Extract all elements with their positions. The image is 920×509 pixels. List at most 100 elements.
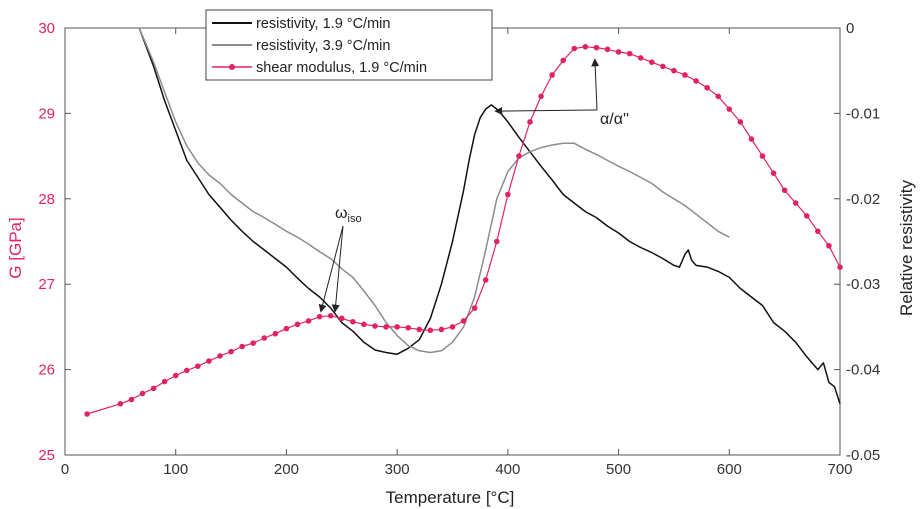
left-tick-label: 25 [38, 447, 55, 464]
right-tick-label: -0.02 [846, 191, 880, 208]
series-point [338, 315, 345, 322]
series-point [604, 46, 611, 53]
series-point [305, 318, 312, 324]
series-point [671, 67, 677, 74]
series-point [161, 378, 168, 385]
left-tick-label: 30 [38, 20, 55, 37]
x-tick-label: 700 [827, 461, 852, 478]
series-point [383, 324, 389, 330]
series-point [571, 45, 578, 52]
annotations: α/α'' ωiso [318, 58, 629, 313]
series-point [394, 324, 400, 330]
series-point [150, 385, 157, 392]
series-point [715, 93, 722, 100]
series-point [416, 326, 423, 333]
series-point [361, 321, 367, 328]
series-point [737, 119, 744, 125]
right-axis-label: Relative resistivity [897, 179, 916, 316]
x-tick-label: 100 [163, 461, 188, 478]
series-point [250, 340, 257, 346]
legend-label-resistivity-3-9: resistivity, 3.9 °C/min [256, 38, 390, 54]
series-point [803, 213, 810, 219]
annotation-alpha-label: α/α'' [600, 111, 629, 128]
series-point [261, 335, 268, 341]
annotation-omega-arrow-1 [318, 225, 344, 313]
right-tick-label: 0 [846, 20, 854, 37]
series-point [837, 264, 843, 270]
legend-label-resistivity-1-9: resistivity, 1.9 °C/min [256, 16, 390, 32]
series-point [427, 327, 434, 334]
series-point [726, 106, 733, 112]
x-axis-label: Temperature [°C] [386, 488, 515, 507]
series-point [549, 72, 555, 78]
x-tick-label: 600 [717, 461, 742, 478]
series-point [538, 93, 544, 100]
series-point [770, 170, 777, 176]
series-point [781, 187, 788, 194]
series-point [372, 323, 378, 329]
left-tick-label: 27 [38, 276, 55, 293]
series-point [748, 136, 755, 142]
series-point [471, 305, 478, 311]
series-point [582, 43, 589, 50]
series-point [660, 63, 666, 70]
annotation-omega-subscript: iso [348, 213, 362, 225]
series-point [239, 343, 245, 350]
right-tick-label: -0.03 [846, 276, 880, 293]
series-point [183, 367, 190, 374]
series-point [482, 277, 489, 283]
series-point [505, 191, 511, 198]
series-point [117, 400, 124, 407]
right-axis-ticks: -0.05 -0.04 -0.03 -0.02 -0.01 0 [834, 20, 880, 464]
series-point [626, 50, 633, 57]
series-point [327, 312, 334, 319]
series-point [438, 326, 445, 333]
series-point [516, 153, 522, 159]
x-tick-label: 400 [495, 461, 520, 478]
series-point [648, 59, 655, 65]
annotation-omega-arrow-2 [331, 225, 344, 313]
series-point [84, 411, 90, 417]
x-axis-ticks: 0 100 200 300 400 500 600 700 [61, 28, 853, 478]
series-point [172, 372, 179, 379]
legend-box [205, 9, 493, 81]
series-line-resistivity-1-9 [138, 27, 841, 405]
right-tick-label: -0.01 [846, 105, 880, 122]
right-tick-label: -0.05 [846, 447, 880, 464]
series-point [449, 324, 456, 330]
series-point [128, 396, 135, 403]
series-point [826, 242, 832, 249]
legend: resistivity, 1.9 °C/min resistivity, 3.9… [205, 9, 493, 81]
series-point [682, 72, 688, 78]
left-axis-label: G [GPa] [6, 217, 25, 278]
series-line-resistivity-3-9 [138, 27, 730, 354]
series-point [593, 44, 600, 51]
series-point [350, 318, 356, 325]
x-tick-label: 500 [606, 461, 631, 478]
series-point [693, 78, 699, 84]
legend-label-shear-modulus: shear modulus, 1.9 °C/min [256, 60, 427, 76]
series-point [637, 55, 644, 61]
left-tick-label: 26 [38, 362, 55, 379]
series-point [493, 238, 500, 245]
series-point [704, 84, 710, 91]
annotation-alpha-arrow-2 [591, 58, 600, 111]
series-point [217, 353, 223, 359]
series-point [560, 57, 567, 64]
series-layer [84, 27, 843, 417]
series-point [195, 363, 201, 369]
x-tick-label: 200 [274, 461, 299, 478]
series-point [405, 324, 412, 331]
annotation-alpha-arrow-1 [494, 107, 597, 116]
annotation-omega-label: ωiso [335, 205, 362, 225]
series-point [316, 313, 323, 320]
series-point [615, 49, 622, 55]
series-point [792, 200, 799, 206]
left-tick-label: 28 [38, 191, 55, 208]
series-point [206, 358, 212, 364]
series-point [228, 348, 234, 355]
series-point [527, 119, 533, 125]
x-tick-label: 0 [61, 461, 69, 478]
series-line-shear-modulus [86, 46, 841, 415]
series-point [759, 153, 766, 159]
